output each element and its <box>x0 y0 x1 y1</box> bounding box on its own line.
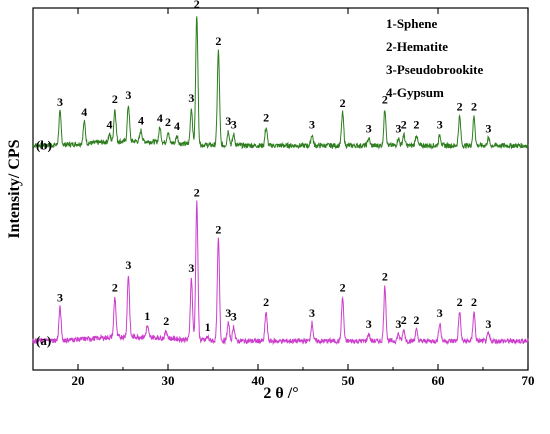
plot-frame <box>32 7 529 371</box>
x-axis-label: 2 θ /° <box>263 385 298 402</box>
peak-label-1-12: 3 <box>309 306 315 320</box>
peak-label-0-22: 3 <box>437 118 443 132</box>
peak-label-1-10: 3 <box>231 309 237 323</box>
series-layer <box>32 16 529 346</box>
peak-label-0-14: 2 <box>263 110 269 124</box>
peak-label-0-11: 2 <box>215 34 221 48</box>
legend-entry-1: 1-Sphene <box>386 16 438 31</box>
peak-label-1-17: 2 <box>401 313 407 327</box>
peak-label-0-1: 4 <box>81 105 87 119</box>
series-label-0: (b) <box>36 138 52 153</box>
peak-label-0-19: 3 <box>395 121 401 135</box>
peak-label-1-14: 3 <box>366 317 372 331</box>
peak-label-0-8: 4 <box>174 119 180 133</box>
peak-label-0-17: 3 <box>366 121 372 135</box>
series-labels: (b) (a) <box>36 138 52 348</box>
peak-label-1-6: 2 <box>194 185 200 199</box>
peak-label-0-9: 3 <box>188 91 194 105</box>
peak-label-0-24: 2 <box>471 100 477 114</box>
series-line-0 <box>32 16 529 150</box>
peak-label-1-0: 3 <box>57 291 63 305</box>
peak-label-0-12: 3 <box>225 114 231 128</box>
peak-label-1-22: 3 <box>485 317 491 331</box>
peak-label-1-8: 2 <box>215 222 221 236</box>
peak-label-1-9: 3 <box>225 306 231 320</box>
peak-label-0-16: 2 <box>340 96 346 110</box>
peak-label-1-19: 3 <box>437 306 443 320</box>
peak-label-0-3: 2 <box>112 92 118 106</box>
y-axis-label: Intensity/ CPS <box>6 139 23 238</box>
peak-label-1-4: 2 <box>163 314 169 328</box>
legend-entry-4: 4-Gypsum <box>386 85 444 100</box>
legend: 1-Sphene 2-Hematite 3-Pseudobrookite 4-Gyps… <box>386 16 483 100</box>
peak-label-1-3: 1 <box>144 309 150 323</box>
peak-label-1-13: 2 <box>340 281 346 295</box>
peak-label-0-0: 3 <box>57 95 63 109</box>
peak-label-0-18: 2 <box>382 92 388 106</box>
peak-label-1-16: 3 <box>395 317 401 331</box>
peak-label-1-21: 2 <box>471 295 477 309</box>
x-tick-label-30: 30 <box>162 373 175 388</box>
peak-label-0-21: 2 <box>413 118 419 132</box>
legend-entry-3: 3-Pseudobrookite <box>386 62 483 77</box>
series-line-1 <box>32 200 529 346</box>
peak-label-0-20: 2 <box>401 118 407 132</box>
peak-label-0-15: 3 <box>309 118 315 132</box>
peak-label-0-5: 4 <box>138 113 144 127</box>
peak-label-1-15: 2 <box>382 270 388 284</box>
peak-label-0-7: 2 <box>165 115 171 129</box>
peak-label-1-18: 2 <box>413 313 419 327</box>
x-tick-label-70: 70 <box>522 373 535 388</box>
peak-label-0-2: 4 <box>107 118 113 132</box>
peak-label-1-2: 3 <box>125 258 131 272</box>
x-tick-label-60: 60 <box>432 373 445 388</box>
peak-label-0-4: 3 <box>125 88 131 102</box>
peak-label-0-10: 2 <box>194 0 200 11</box>
x-axis: 20 30 40 50 60 70 <box>32 8 535 388</box>
peak-label-1-1: 2 <box>112 280 118 294</box>
peak-label-0-25: 3 <box>485 121 491 135</box>
x-tick-label-50: 50 <box>342 373 355 388</box>
peak-label-1-20: 2 <box>457 295 463 309</box>
legend-entry-2: 2-Hematite <box>386 39 448 54</box>
x-tick-label-20: 20 <box>72 373 85 388</box>
peak-label-0-6: 4 <box>157 111 163 125</box>
peak-label-0-23: 2 <box>457 100 463 114</box>
peak-label-1-5: 3 <box>188 261 194 275</box>
series-label-1: (a) <box>36 333 51 348</box>
peak-label-0-13: 3 <box>231 118 237 132</box>
peak-label-1-7: 1 <box>205 320 211 334</box>
x-tick-label-40: 40 <box>252 373 265 388</box>
peak-label-1-11: 2 <box>263 295 269 309</box>
